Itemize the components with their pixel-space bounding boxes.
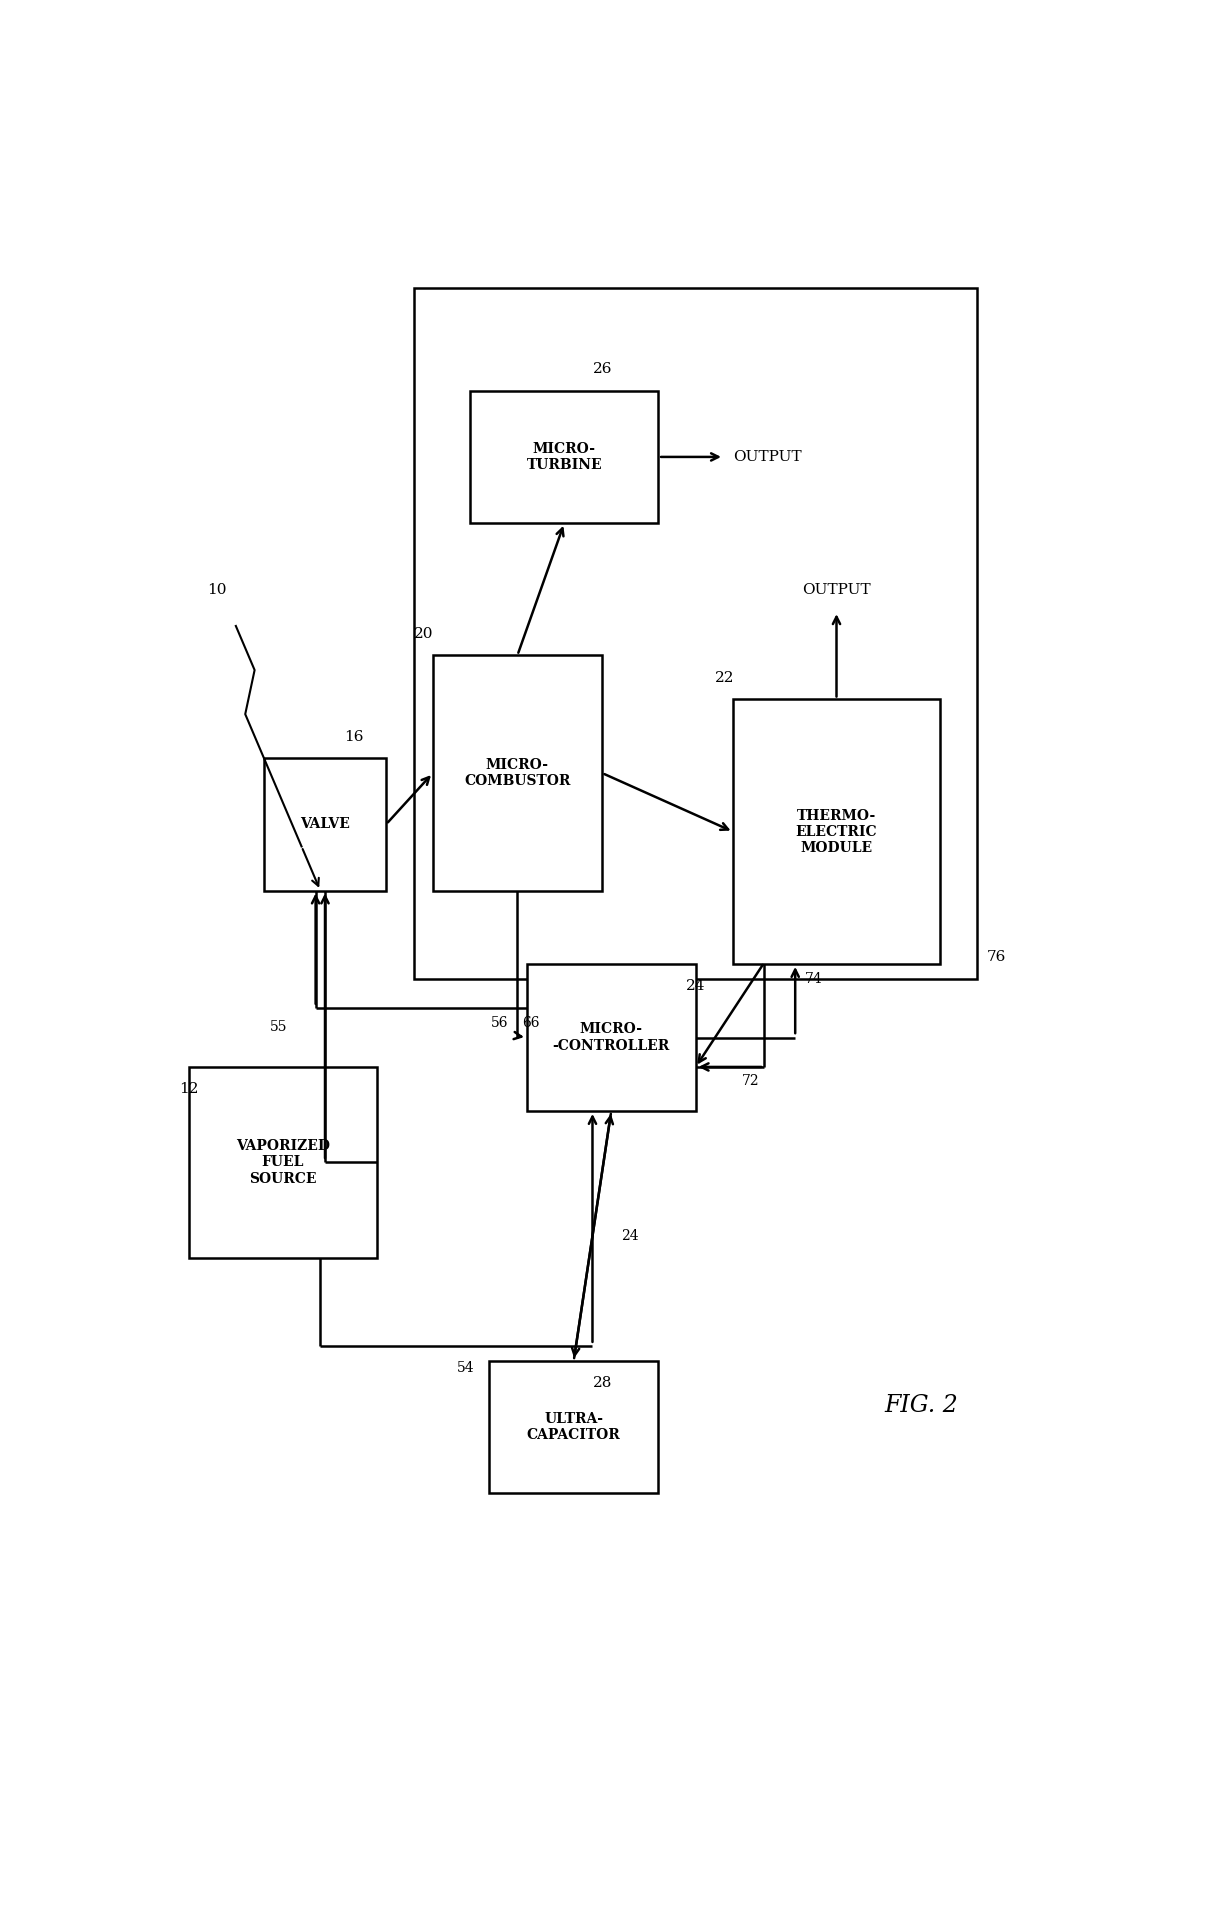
Text: 28: 28 [592,1376,612,1390]
Bar [264,758,386,890]
Text: 24: 24 [621,1229,638,1243]
Bar [434,655,602,890]
Text: 76: 76 [987,951,1006,964]
Text: 72: 72 [742,1075,759,1088]
Text: 12: 12 [179,1082,199,1096]
Text: MICRO-
COMBUSTOR: MICRO- COMBUSTOR [464,758,570,788]
Text: 16: 16 [344,729,363,743]
Text: MICRO-
-CONTROLLER: MICRO- -CONTROLLER [552,1023,670,1052]
Text: FIG. 2: FIG. 2 [884,1394,958,1416]
Text: 74: 74 [804,972,822,987]
Text: 55: 55 [270,1019,287,1033]
Text: OUTPUT: OUTPUT [734,451,802,464]
Text: 24: 24 [687,979,706,993]
Text: 10: 10 [207,582,226,596]
Text: VALVE: VALVE [300,817,350,832]
Text: 22: 22 [714,670,734,685]
Text: VAPORIZED
FUEL
SOURCE: VAPORIZED FUEL SOURCE [236,1140,329,1185]
Text: THERMO-
ELECTRIC
MODULE: THERMO- ELECTRIC MODULE [796,809,877,855]
Text: 20: 20 [414,626,434,641]
Bar [489,1361,659,1493]
Bar [527,964,696,1111]
Bar [414,288,977,979]
Text: MICRO-
TURBINE: MICRO- TURBINE [527,441,602,472]
Text: 66: 66 [522,1016,540,1031]
Text: 54: 54 [457,1361,475,1374]
Text: 26: 26 [592,363,612,376]
Text: 56: 56 [490,1016,509,1031]
Bar [189,1067,377,1258]
Bar [470,391,659,523]
Text: OUTPUT: OUTPUT [802,582,871,596]
Text: ULTRA-
CAPACITOR: ULTRA- CAPACITOR [527,1413,620,1441]
Bar [734,699,940,964]
